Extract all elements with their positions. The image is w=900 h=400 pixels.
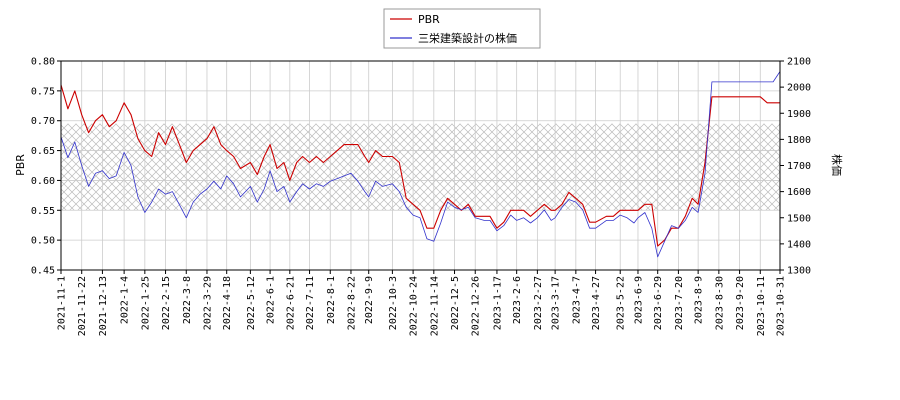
x-tick-label: 2023-10-31 xyxy=(776,276,787,336)
x-tick-label: 2022-6-1 xyxy=(266,276,277,324)
x-tick-label: 2022-3-29 xyxy=(202,276,213,330)
right-tick-label: 1900 xyxy=(787,109,811,120)
x-tick-label: 2023-6-29 xyxy=(653,276,664,330)
right-tick-label: 1400 xyxy=(787,239,811,250)
left-tick-label: 0.45 xyxy=(31,266,55,277)
x-tick-label: 2022-9-9 xyxy=(364,276,375,324)
x-tick-label: 2023-2-6 xyxy=(512,276,523,324)
right-tick-label: 1300 xyxy=(787,266,811,277)
x-tick-label: 2022-11-14 xyxy=(429,276,440,336)
left-tick-label: 0.65 xyxy=(31,146,55,157)
x-tick-label: 2022-8-22 xyxy=(346,276,357,330)
x-tick-label: 2023-4-7 xyxy=(571,276,582,324)
x-tick-label: 2023-7-20 xyxy=(674,276,685,330)
x-tick-label: 2022-8-1 xyxy=(326,276,337,324)
left-tick-label: 0.50 xyxy=(31,236,55,247)
x-axis: 2021-11-1 2021-11-22 2021-12-13 2022-1-4 202… xyxy=(57,270,787,336)
right-axis: 1300 1400 1500 1600 1700 1800 1900 2000 2100 xyxy=(780,57,811,277)
right-tick-label: 2000 xyxy=(787,83,811,94)
x-tick-label: 2021-12-13 xyxy=(98,276,109,336)
right-tick-label: 1500 xyxy=(787,213,811,224)
legend-label-pbr: PBR xyxy=(418,13,440,26)
legend: PBR 三栄建築設計の株価 xyxy=(383,8,541,49)
x-tick-label: 2022-12-26 xyxy=(471,276,482,336)
left-tick-label: 0.80 xyxy=(31,57,55,68)
x-tick-label: 2023-8-30 xyxy=(714,276,725,330)
pbr-series-line xyxy=(61,84,780,247)
x-tick-label: 2023-1-17 xyxy=(492,276,503,330)
right-tick-label: 1600 xyxy=(787,187,811,198)
x-tick-label: 2022-1-25 xyxy=(140,276,151,330)
x-tick-label: 2023-2-27 xyxy=(533,276,544,330)
legend-box xyxy=(383,8,541,49)
right-tick-label: 2100 xyxy=(787,57,811,68)
x-tick-label: 2021-11-1 xyxy=(57,276,68,330)
left-tick-label: 0.55 xyxy=(31,206,55,217)
price-series-line xyxy=(61,71,780,258)
x-tick-label: 2023-3-17 xyxy=(551,276,562,330)
x-tick-label: 2022-2-15 xyxy=(161,276,172,330)
x-tick-label: 2023-4-27 xyxy=(591,276,602,330)
y-left-axis-title: PBR xyxy=(14,154,27,176)
shaded-band xyxy=(61,123,780,211)
x-tick-label: 2023-6-9 xyxy=(633,276,644,324)
x-tick-label: 2023-10-11 xyxy=(756,276,767,336)
x-tick-label: 2022-4-18 xyxy=(222,276,233,330)
y-right-axis-title: 株価 xyxy=(830,154,844,176)
x-tick-label: 2023-9-20 xyxy=(735,276,746,330)
x-tick-label: 2022-5-12 xyxy=(246,276,257,330)
x-tick-label: 2022-12-5 xyxy=(450,276,461,330)
right-tick-label: 1700 xyxy=(787,161,811,172)
x-tick-label: 2022-1-4 xyxy=(120,276,131,324)
right-tick-label: 1800 xyxy=(787,135,811,146)
x-tick-label: 2022-3-8 xyxy=(182,276,193,324)
left-tick-label: 0.60 xyxy=(31,176,55,187)
series-layer xyxy=(61,71,780,258)
left-tick-label: 0.75 xyxy=(31,86,55,97)
legend-label-price: 三栄建築設計の株価 xyxy=(418,31,517,45)
x-tick-label: 2023-5-22 xyxy=(616,276,627,330)
x-tick-label: 2022-6-21 xyxy=(285,276,296,330)
x-tick-label: 2022-10-3 xyxy=(388,276,399,330)
x-tick-label: 2023-8-9 xyxy=(694,276,705,324)
x-tick-label: 2022-7-11 xyxy=(305,276,316,330)
left-axis: 0.45 0.50 0.55 0.60 0.65 0.70 0.75 0.80 xyxy=(31,57,61,277)
left-tick-label: 0.70 xyxy=(31,116,55,127)
x-tick-label: 2022-10-24 xyxy=(409,276,420,336)
x-tick-label: 2021-11-22 xyxy=(77,276,88,336)
